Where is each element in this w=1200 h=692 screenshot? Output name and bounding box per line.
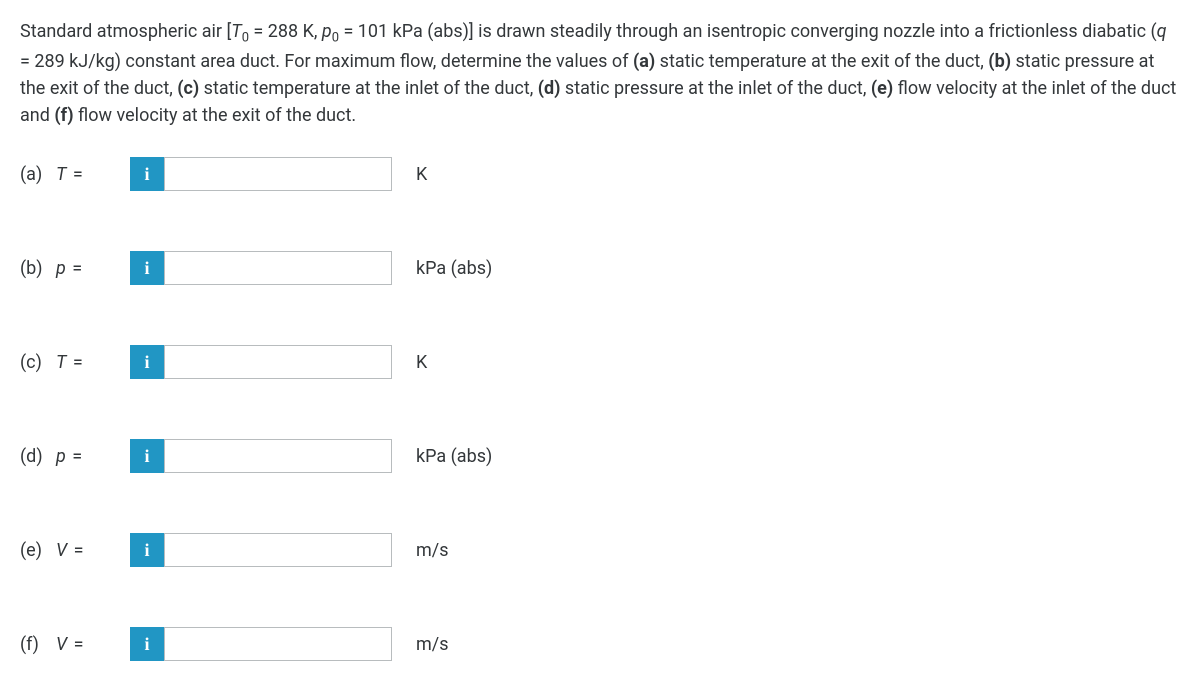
q-p0-var: p bbox=[322, 21, 332, 42]
var-label: T bbox=[56, 352, 66, 373]
eq-label: = bbox=[72, 258, 82, 279]
part-label: (e) bbox=[20, 537, 46, 564]
input-wrap: i bbox=[130, 439, 392, 473]
unit-label: kPa (abs) bbox=[416, 443, 492, 470]
q-d-text: static pressure at the inlet of the duct… bbox=[560, 78, 870, 99]
part-label: (b) bbox=[20, 255, 46, 282]
answer-row-c: (c) T = i K bbox=[20, 345, 1180, 379]
answer-input-f[interactable] bbox=[164, 627, 392, 661]
q-p0-eq: = 101 kPa (abs)] is drawn steadily throu… bbox=[339, 21, 1157, 42]
var-label: T bbox=[56, 164, 66, 185]
q-t0-var: T bbox=[231, 21, 241, 42]
var-label: p bbox=[56, 258, 66, 279]
question-text: Standard atmospheric air [T0 = 288 K, p0… bbox=[20, 18, 1180, 129]
q-c-text: static temperature at the inlet of the d… bbox=[199, 78, 538, 99]
eq-label: = bbox=[74, 540, 84, 561]
part-label: (a) bbox=[20, 161, 46, 188]
input-wrap: i bbox=[130, 345, 392, 379]
unit-label: K bbox=[416, 349, 427, 376]
q-e-bold: (e) bbox=[871, 78, 893, 99]
var-label: p bbox=[56, 446, 66, 467]
q-f-text: flow velocity at the exit of the duct. bbox=[74, 105, 357, 126]
info-icon[interactable]: i bbox=[130, 251, 164, 285]
var-label: V bbox=[56, 634, 67, 655]
q-f-bold: (f) bbox=[54, 105, 73, 126]
input-wrap: i bbox=[130, 533, 392, 567]
row-label: (f) V = bbox=[20, 631, 130, 658]
row-label: (c) T = bbox=[20, 349, 130, 376]
q-q-eq: = 289 kJ/kg) constant area duct. For max… bbox=[20, 51, 633, 72]
answer-row-b: (b) p = i kPa (abs) bbox=[20, 251, 1180, 285]
q-pre: Standard atmospheric air [ bbox=[20, 21, 231, 42]
var-label: V bbox=[56, 540, 67, 561]
row-label: (a) T = bbox=[20, 161, 130, 188]
answer-input-e[interactable] bbox=[164, 533, 392, 567]
row-label: (d) p = bbox=[20, 443, 130, 470]
q-b-bold: (b) bbox=[988, 51, 1011, 72]
answer-row-d: (d) p = i kPa (abs) bbox=[20, 439, 1180, 473]
q-c-bold: (c) bbox=[177, 78, 199, 99]
q-t0-eq: = 288 K, bbox=[249, 21, 322, 42]
q-a-bold: (a) bbox=[633, 51, 655, 72]
answer-input-c[interactable] bbox=[164, 345, 392, 379]
answer-rows: (a) T = i K (b) p = i kPa (abs) (c) T = … bbox=[20, 157, 1180, 661]
eq-label: = bbox=[73, 164, 83, 185]
answer-row-f: (f) V = i m/s bbox=[20, 627, 1180, 661]
input-wrap: i bbox=[130, 627, 392, 661]
part-label: (d) bbox=[20, 443, 46, 470]
row-label: (e) V = bbox=[20, 537, 130, 564]
info-icon[interactable]: i bbox=[130, 157, 164, 191]
info-icon[interactable]: i bbox=[130, 533, 164, 567]
input-wrap: i bbox=[130, 157, 392, 191]
answer-input-b[interactable] bbox=[164, 251, 392, 285]
unit-label: m/s bbox=[416, 537, 449, 564]
answer-row-e: (e) V = i m/s bbox=[20, 533, 1180, 567]
q-d-bold: (d) bbox=[538, 78, 561, 99]
answer-row-a: (a) T = i K bbox=[20, 157, 1180, 191]
eq-label: = bbox=[73, 352, 83, 373]
part-label: (c) bbox=[20, 349, 46, 376]
row-label: (b) p = bbox=[20, 255, 130, 282]
unit-label: m/s bbox=[416, 631, 449, 658]
part-label: (f) bbox=[20, 631, 46, 658]
unit-label: kPa (abs) bbox=[416, 255, 492, 282]
input-wrap: i bbox=[130, 251, 392, 285]
q-a-text: static temperature at the exit of the du… bbox=[655, 51, 988, 72]
eq-label: = bbox=[72, 446, 82, 467]
unit-label: K bbox=[416, 161, 427, 188]
q-t0-sub: 0 bbox=[242, 31, 249, 46]
answer-input-d[interactable] bbox=[164, 439, 392, 473]
q-p0-sub: 0 bbox=[332, 31, 339, 46]
eq-label: = bbox=[74, 634, 84, 655]
q-q-var: q bbox=[1157, 21, 1167, 42]
info-icon[interactable]: i bbox=[130, 627, 164, 661]
answer-input-a[interactable] bbox=[164, 157, 392, 191]
info-icon[interactable]: i bbox=[130, 439, 164, 473]
info-icon[interactable]: i bbox=[130, 345, 164, 379]
